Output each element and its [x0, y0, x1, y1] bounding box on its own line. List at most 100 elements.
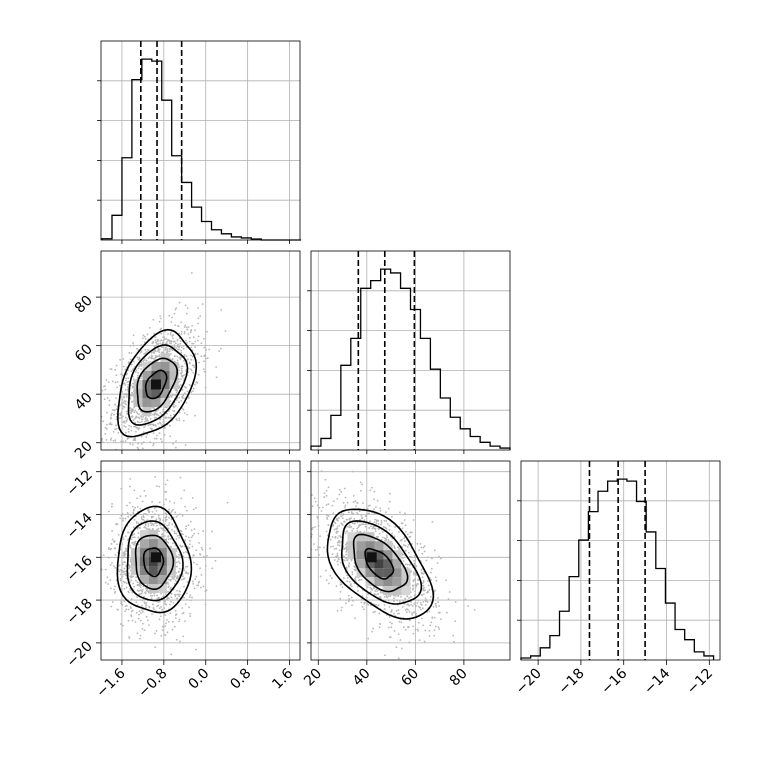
scatter-point [349, 584, 352, 587]
scatter-point [153, 407, 155, 410]
scatter-point [141, 604, 143, 607]
scatter-point [420, 546, 423, 549]
density-cell [347, 541, 357, 551]
scatter-point [127, 513, 130, 516]
scatter-point [135, 411, 138, 414]
scatter-point [142, 514, 145, 517]
density-cell [139, 530, 149, 540]
scatter-point [435, 606, 438, 608]
scatter-point [153, 437, 156, 440]
scatter-point [143, 359, 145, 362]
scatter-point [139, 495, 142, 498]
scatter-point [191, 534, 194, 537]
scatter-point [130, 425, 132, 428]
scatter-point [176, 597, 178, 600]
scatter-point [168, 603, 171, 606]
scatter-point [158, 320, 161, 323]
scatter-point [388, 528, 391, 531]
scatter-point [220, 347, 222, 350]
scatter-point [120, 487, 123, 490]
density-cell [151, 370, 161, 380]
scatter-point [363, 601, 366, 604]
scatter-point [126, 410, 128, 413]
scatter-point [173, 355, 176, 358]
scatter-point [356, 502, 358, 504]
y-tick-label: −18 [64, 596, 96, 628]
scatter-point [177, 571, 180, 574]
scatter-point [385, 534, 388, 537]
scatter-point [145, 606, 147, 609]
scatter-point [180, 372, 183, 375]
scatter-point [407, 551, 410, 554]
scatter-point [333, 548, 336, 550]
scatter-point [473, 609, 476, 611]
scatter-point [117, 608, 119, 611]
scatter-point [327, 582, 330, 585]
scatter-point [161, 440, 163, 443]
scatter-point [131, 408, 134, 411]
scatter-point [433, 629, 436, 631]
scatter-point [111, 473, 113, 475]
scatter-point [110, 368, 113, 371]
scatter-point [150, 597, 153, 600]
scatter-point [157, 414, 160, 417]
density-cell [169, 361, 179, 371]
scatter-point [87, 542, 89, 544]
scatter-point [409, 531, 412, 534]
scatter-point [145, 416, 147, 418]
x-tick-label: −14 [641, 665, 673, 697]
scatter-point [387, 599, 390, 602]
scatter-point [313, 497, 316, 499]
scatter-point [123, 573, 125, 576]
scatter-point [300, 550, 302, 552]
scatter-point [464, 598, 467, 601]
scatter-point [411, 613, 414, 616]
scatter-point [178, 411, 181, 414]
scatter-point [175, 440, 177, 442]
scatter-point [347, 594, 350, 597]
scatter-point [181, 612, 184, 615]
scatter-point [190, 272, 193, 274]
scatter-point [119, 577, 122, 580]
scatter-point [137, 455, 139, 457]
scatter-point [427, 584, 430, 587]
scatter-point [178, 620, 180, 623]
scatter-point [387, 626, 390, 629]
scatter-point [160, 339, 163, 342]
scatter-point [123, 587, 126, 590]
scatter-point [121, 398, 124, 401]
scatter-point [371, 486, 373, 489]
x-tick-label: 60 [398, 666, 422, 690]
scatter-point [114, 403, 116, 406]
scatter-point [157, 601, 160, 603]
scatter-point [163, 433, 166, 436]
scatter-point [422, 546, 425, 549]
density-cell [392, 559, 402, 569]
scatter-point [435, 604, 437, 607]
scatter-point [131, 443, 134, 446]
scatter-point [171, 576, 174, 578]
scatter-point [104, 426, 107, 429]
scatter-point [183, 392, 186, 394]
panel-frame [100, 40, 301, 241]
scatter-point [127, 515, 130, 518]
scatter-point [171, 523, 174, 526]
scatter-point [110, 414, 113, 416]
scatter-point [136, 581, 139, 584]
scatter-point [114, 439, 117, 442]
scatter-point [201, 548, 204, 551]
scatter-point [178, 348, 181, 351]
scatter-point [149, 427, 152, 430]
scatter-point [205, 589, 208, 592]
scatter-point [404, 524, 407, 527]
scatter-point [389, 621, 392, 624]
contour-line [364, 547, 395, 580]
scatter-point [137, 367, 140, 370]
scatter-point [179, 544, 182, 547]
scatter-point [178, 366, 180, 368]
scatter-point [346, 577, 349, 579]
scatter-point [148, 510, 151, 513]
scatter-point [348, 565, 350, 568]
scatter-point [188, 340, 191, 343]
scatter-point [179, 476, 182, 479]
